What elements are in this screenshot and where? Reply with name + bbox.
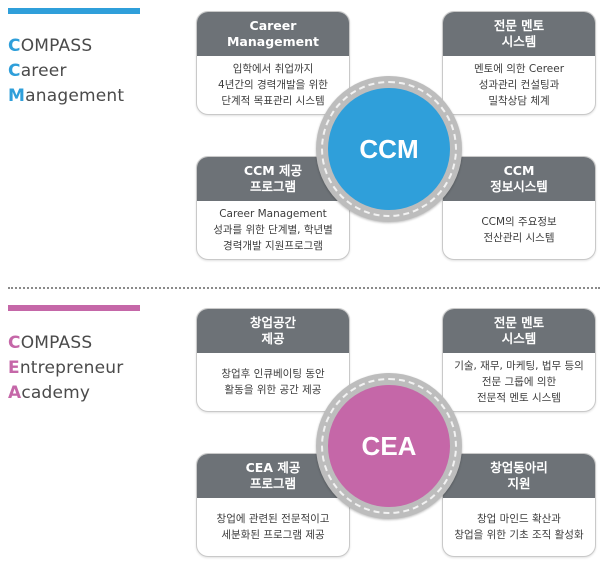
- ccm-title-initial-3: M: [8, 86, 26, 106]
- cea-section: COMPASS Entrepreneur Academy 창업공간 제공 창업후…: [0, 297, 607, 577]
- ccm-title-rest-3: anagement: [25, 86, 125, 106]
- ccm-title-line-3: Management: [8, 84, 124, 109]
- card-body: 기술, 재무, 마케팅, 법무 등의 전문 그룹에 의한 전문적 멘토 시스템: [454, 360, 584, 404]
- card-body: Career Management 성과를 위한 단계별, 학년별 경력개발 지…: [213, 208, 333, 252]
- cea-title-line-1: COMPASS: [8, 331, 123, 356]
- cea-title: COMPASS Entrepreneur Academy: [8, 331, 123, 406]
- cea-card-startup-space: 창업공간 제공 창업후 인큐베이팅 동안 활동을 위한 공간 제공: [196, 308, 350, 412]
- card-heading: 창업동아리 지원: [443, 454, 595, 498]
- ccm-title-line-2: Career: [8, 59, 124, 84]
- ccm-accent-bar: [8, 8, 140, 14]
- card-heading: 창업공간 제공: [197, 309, 349, 353]
- section-divider: [8, 287, 600, 289]
- card-body: 창업 마인드 확산과 창업을 위한 기초 조직 활성화: [454, 513, 584, 541]
- ccm-center-circle: CCM: [328, 88, 450, 210]
- cea-title-line-2: Entrepreneur: [8, 356, 123, 381]
- ring-dashed-border: [321, 81, 457, 217]
- ccm-title-initial-2: C: [8, 61, 21, 81]
- cea-title-rest-1: OMPASS: [20, 333, 93, 353]
- ccm-card-career-management: Career Management 입학에서 취업까지 4년간의 경력개발을 위…: [196, 11, 350, 115]
- ccm-card-info-system: CCM 정보시스템 CCM의 주요정보 전산관리 시스템: [442, 156, 596, 260]
- cea-accent-bar: [8, 305, 140, 311]
- card-heading: Career Management: [197, 12, 349, 56]
- cea-card-club-support: 창업동아리 지원 창업 마인드 확산과 창업을 위한 기초 조직 활성화: [442, 453, 596, 557]
- ccm-section: COMPASS Career Management Career Managem…: [0, 0, 607, 280]
- ccm-center-ring: CCM: [316, 76, 462, 222]
- card-heading: 전문 멘토 시스템: [443, 12, 595, 56]
- card-body: CCM의 주요정보 전산관리 시스템: [481, 216, 557, 244]
- cea-title-rest-3: cademy: [21, 383, 91, 403]
- ccm-title-rest-2: areer: [20, 61, 67, 81]
- cea-title-initial-3: A: [8, 383, 22, 403]
- cea-card-mentor-system: 전문 멘토 시스템 기술, 재무, 마케팅, 법무 등의 전문 그룹에 의한 전…: [442, 308, 596, 412]
- cea-title-rest-2: ntrepreneur: [19, 358, 124, 378]
- ccm-center-label: CCM: [359, 133, 419, 164]
- ccm-title-initial-1: C: [8, 36, 21, 56]
- ccm-title: COMPASS Career Management: [8, 34, 124, 109]
- cea-center-circle: CEA: [328, 385, 450, 507]
- ccm-title-rest-1: OMPASS: [20, 36, 93, 56]
- card-heading: CCM 정보시스템: [443, 157, 595, 201]
- ccm-title-line-1: COMPASS: [8, 34, 124, 59]
- ring-dashed-border: [321, 378, 457, 514]
- ccm-card-mentor-system: 전문 멘토 시스템 멘토에 의한 Cereer 성과관리 컨설팅과 밀착상담 체…: [442, 11, 596, 115]
- cea-center-ring: CEA: [316, 373, 462, 519]
- card-body: 입학에서 취업까지 4년간의 경력개발을 위한 단계적 목표관리 시스템: [218, 63, 328, 107]
- card-body: 창업후 인큐베이팅 동안 활동을 위한 공간 제공: [221, 368, 325, 396]
- cea-title-line-3: Academy: [8, 381, 123, 406]
- card-body: 창업에 관련된 전문적이고 세분화된 프로그램 제공: [216, 513, 330, 541]
- card-body: 멘토에 의한 Cereer 성과관리 컨설팅과 밀착상담 체계: [473, 63, 565, 107]
- cea-title-initial-2: E: [8, 358, 20, 378]
- cea-title-initial-1: C: [8, 333, 21, 353]
- cea-center-label: CEA: [361, 430, 417, 461]
- card-heading: 전문 멘토 시스템: [443, 309, 595, 353]
